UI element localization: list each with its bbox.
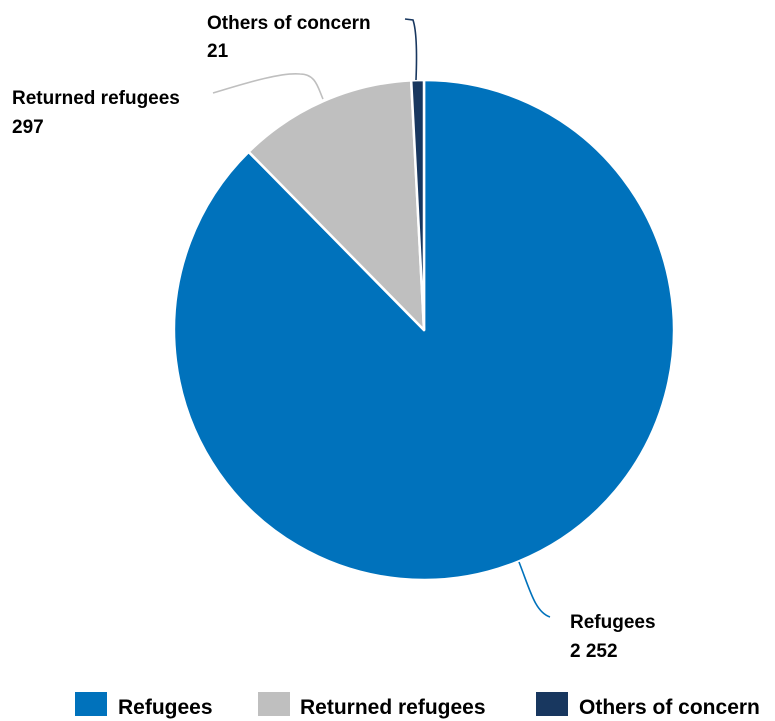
- callouts: Refugees 2 252 Returned refugees 297 Others …: [12, 13, 656, 662]
- legend-label-returned-refugees: Returned refugees: [300, 696, 486, 719]
- legend-swatch-returned-refugees: [258, 692, 290, 716]
- callout-leader-others-of-concern: [404, 18, 418, 81]
- callout-name-others-of-concern: Others of concern: [207, 13, 371, 34]
- legend: Refugees Returned refugees Others of conce…: [75, 692, 760, 719]
- legend-swatch-others-of-concern: [536, 692, 568, 716]
- callout-leader-returned-refugees: [212, 73, 324, 100]
- legend-label-refugees: Refugees: [118, 696, 213, 719]
- callout-name-refugees: Refugees: [570, 612, 656, 633]
- pie-slice-returned-refugees: [247, 79, 426, 332]
- callout-value-others-of-concern: 21: [207, 41, 229, 62]
- callout-value-returned-refugees: 297: [12, 117, 44, 138]
- legend-label-others-of-concern: Others of concern: [579, 696, 760, 719]
- pie-slice-others-of-concern: [409, 78, 426, 332]
- legend-swatch-refugees: [75, 692, 107, 716]
- callout-value-refugees: 2 252: [570, 641, 618, 662]
- callout-name-returned-refugees: Returned refugees: [12, 88, 180, 109]
- pie-slices: [172, 78, 676, 582]
- callout-leader-refugees: [518, 561, 551, 618]
